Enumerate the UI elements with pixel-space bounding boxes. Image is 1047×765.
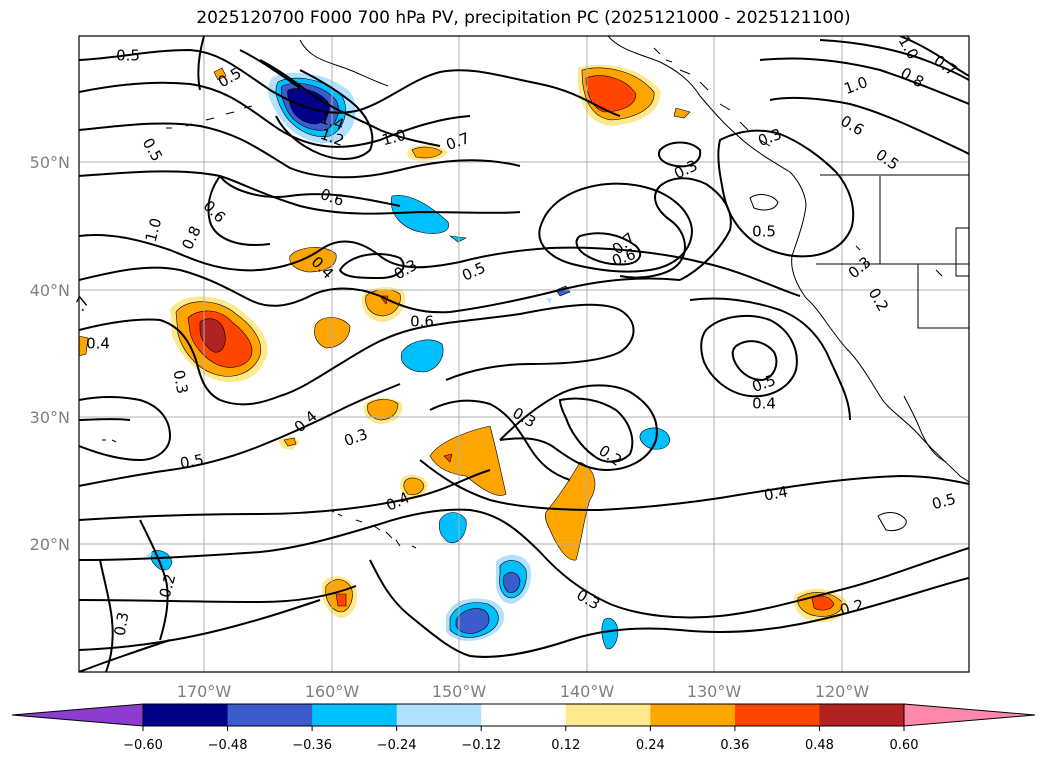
contour-label: 0.4	[763, 483, 790, 505]
latitude-labels: 50°N 40°N 30°N 20°N	[30, 153, 70, 554]
colorbar-tick-label: −0.48	[208, 738, 248, 753]
longitude-labels: 170°W 160°W 150°W 140°W 130°W 120°W	[177, 682, 870, 701]
colorbar-tick-label: −0.24	[377, 738, 417, 753]
longitude-label: 170°W	[177, 682, 232, 701]
colorbar-tick-label: −0.12	[461, 738, 501, 753]
colorbar-segment	[565, 704, 651, 726]
map-title: 2025120700 F000 700 hPa PV, precipitatio…	[196, 8, 851, 28]
colorbar-extend-high	[903, 703, 1036, 727]
latitude-label: 20°N	[30, 535, 70, 554]
contour-label: 1.0	[380, 126, 408, 150]
colorbar: −0.60 −0.48 −0.36 −0.24 −0.12 0.12 0.24 0.36 0.4…	[11, 703, 1036, 753]
colorbar-segment	[143, 704, 229, 726]
contour-label: 0.4	[86, 335, 110, 353]
colorbar-frame	[142, 703, 905, 727]
colorbar-tick-label: −0.60	[123, 738, 163, 753]
map-frame	[78, 35, 970, 673]
colorbar-tick-label: 0.48	[805, 738, 834, 753]
contour-label: 0.5	[116, 47, 140, 65]
contour-label: 0.5	[752, 223, 776, 241]
colorbar-segment	[227, 704, 313, 726]
colorbar-tick-label: −0.36	[292, 738, 332, 753]
contour-label: 0.5	[930, 490, 958, 514]
colorbar-segment	[819, 704, 905, 726]
colorbar-tick-label: 0.12	[551, 738, 580, 753]
colorbar-segment	[312, 704, 398, 726]
contour-label: 1.0	[142, 216, 166, 244]
longitude-label: 160°W	[305, 682, 360, 701]
longitude-label: 120°W	[815, 682, 870, 701]
pv-contours	[79, 36, 969, 672]
colorbar-segment	[650, 704, 736, 726]
colorbar-segment	[481, 704, 567, 726]
latitude-label: 30°N	[30, 408, 70, 427]
contour-label: 0.3	[111, 611, 133, 638]
colorbar-segment	[734, 704, 820, 726]
contour-label: 0.4	[752, 395, 776, 413]
contour-label: 0.6	[410, 313, 434, 331]
colorbar-tick-label: 0.60	[890, 738, 919, 753]
longitude-label: 150°W	[432, 682, 487, 701]
colorbar-tick-label: 0.36	[720, 738, 749, 753]
colorbar-extend-low	[11, 703, 144, 727]
longitude-label: 140°W	[560, 682, 615, 701]
contour-label: 0.3	[170, 369, 192, 396]
latitude-label: 50°N	[30, 153, 70, 172]
contour-label: 0.2	[156, 572, 180, 600]
contour-label: 0.5	[179, 451, 206, 473]
contour-label: 0.2	[838, 596, 866, 620]
latitude-label: 40°N	[30, 281, 70, 300]
colorbar-segment	[396, 704, 482, 726]
longitude-label: 130°W	[687, 682, 742, 701]
colorbar-tick-label: 0.24	[636, 738, 665, 753]
